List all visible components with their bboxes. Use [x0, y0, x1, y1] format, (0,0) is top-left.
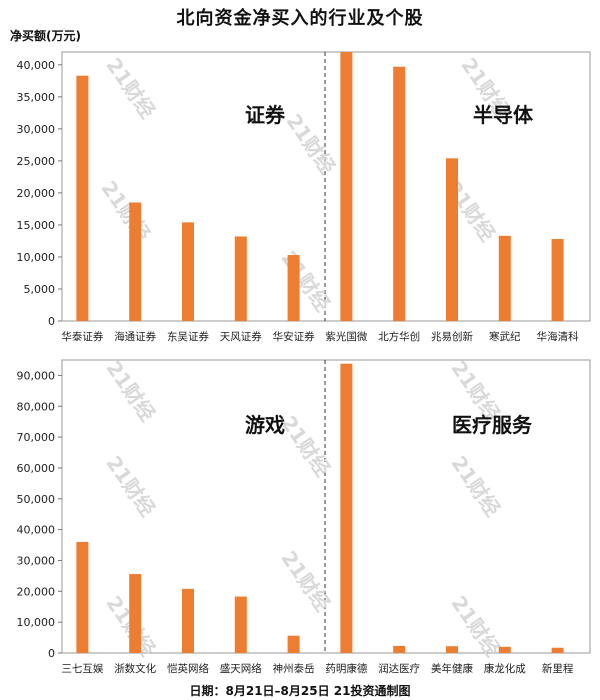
y-axis-label: 净买额(万元): [10, 29, 81, 43]
category-label: 三七互娱: [61, 662, 103, 675]
bar: [393, 645, 406, 653]
bar: [76, 75, 89, 321]
group-label: 医疗服务: [452, 413, 533, 437]
y-tick-label: 25,000: [17, 155, 56, 168]
watermark-text: 21财经: [101, 451, 160, 520]
plot-frame: [61, 51, 591, 322]
category-label: 药明康德: [325, 662, 367, 675]
watermark-text: 21财经: [281, 109, 340, 178]
category-label: 神州泰岳: [273, 662, 315, 675]
category-label: 寒武纪: [489, 330, 521, 343]
category-label: 康龙化成: [484, 662, 526, 675]
group-label: 半导体: [473, 103, 534, 127]
bar: [498, 646, 511, 653]
y-tick-label: 5,000: [24, 283, 56, 296]
category-label: 北方华创: [378, 330, 420, 343]
bar: [182, 222, 194, 321]
bar: [76, 541, 89, 653]
bar: [446, 646, 458, 653]
y-tick-label: 20,000: [17, 585, 56, 598]
bar: [446, 158, 458, 321]
plot-frame: [61, 359, 591, 654]
y-tick-label: 80,000: [17, 400, 56, 413]
category-label: 新里程: [542, 662, 574, 675]
group-label: 游戏: [245, 413, 285, 437]
y-tick-label: 30,000: [17, 123, 56, 136]
y-tick-label: 70,000: [17, 431, 56, 444]
watermark-text: 21财经: [101, 53, 160, 122]
category-label: 恺英网络: [167, 662, 209, 675]
watermark-text: 21财经: [96, 176, 155, 245]
bar: [182, 588, 194, 653]
date-source-footer: 日期：8月21日–8月25日 21投资通制图: [189, 684, 411, 698]
chart-title: 北向资金净买入的行业及个股: [176, 8, 424, 29]
y-tick-label: 50,000: [17, 493, 56, 506]
watermark-text: 21财经: [101, 356, 160, 425]
bar: [393, 66, 406, 321]
y-tick-label: 0: [48, 315, 55, 328]
category-label: 美年健康: [431, 662, 473, 675]
bar: [234, 236, 247, 321]
y-tick-label: 10,000: [17, 251, 56, 264]
y-tick-label: 20,000: [17, 187, 56, 200]
category-label: 浙数文化: [114, 662, 156, 675]
bar: [129, 574, 142, 653]
y-tick-label: 60,000: [17, 462, 56, 475]
category-label: 兆易创新: [431, 330, 473, 343]
category-label: 华安证券: [273, 330, 315, 343]
bar: [551, 647, 564, 653]
category-label: 华泰证券: [61, 330, 103, 343]
y-tick-label: 40,000: [17, 524, 56, 537]
bar: [129, 202, 142, 321]
category-label: 海通证券: [114, 330, 156, 343]
category-label: 润达医疗: [378, 662, 420, 675]
category-label: 盛天网络: [220, 662, 262, 675]
bar: [498, 235, 511, 321]
watermark-text: 21财经: [276, 246, 335, 315]
bar: [287, 635, 300, 653]
watermark-text: 21财经: [276, 411, 335, 480]
bar: [551, 239, 564, 321]
y-tick-label: 40,000: [17, 59, 56, 72]
bar: [340, 363, 353, 653]
category-label: 紫光国微: [325, 330, 367, 343]
y-tick-label: 0: [48, 647, 55, 660]
y-tick-label: 90,000: [17, 369, 56, 382]
y-tick-label: 10,000: [17, 616, 56, 629]
watermark-text: 21财经: [276, 546, 335, 615]
y-tick-label: 30,000: [17, 554, 56, 567]
bar: [234, 596, 247, 653]
category-label: 天风证券: [220, 330, 262, 343]
watermark-text: 21财经: [446, 451, 505, 520]
bar: [287, 255, 300, 321]
bar: [340, 52, 353, 321]
category-label: 华海清科: [537, 330, 579, 343]
group-label: 证券: [245, 103, 286, 127]
y-tick-label: 15,000: [17, 219, 56, 232]
category-label: 东吴证券: [167, 330, 209, 343]
y-tick-label: 35,000: [17, 91, 56, 104]
